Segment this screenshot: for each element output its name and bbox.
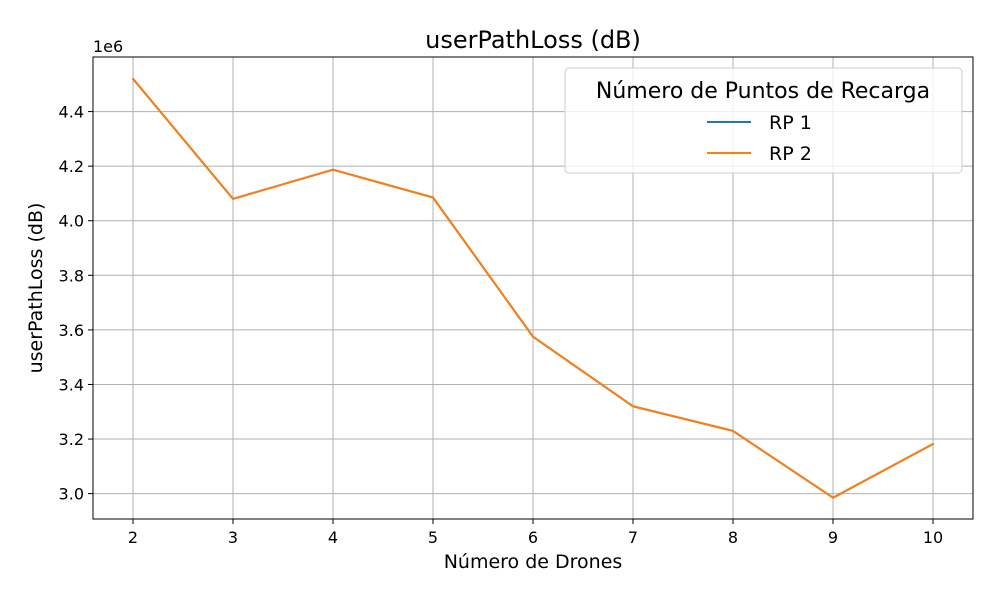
x-tick-label: 10 [923, 528, 943, 547]
x-tick-label: 9 [828, 528, 838, 547]
legend-label-1: RP 1 [769, 112, 812, 134]
y-axis: 3.0 3.2 3.4 3.6 3.8 4.0 4.2 4.4 [59, 103, 93, 504]
y-tick-label: 4.4 [59, 103, 84, 122]
x-tick-label: 8 [728, 528, 738, 547]
x-tick-label: 2 [128, 528, 138, 547]
y-axis-title: userPathLoss (dB) [25, 203, 47, 374]
x-tick-label: 5 [428, 528, 438, 547]
y-tick-label: 3.4 [59, 375, 84, 394]
legend-label-2: RP 2 [769, 143, 812, 165]
y-tick-label: 3.6 [59, 321, 84, 340]
y-tick-label: 4.2 [59, 157, 84, 176]
legend-box [564, 67, 963, 174]
y-tick-label: 3.8 [59, 266, 84, 285]
x-tick-label: 3 [228, 528, 238, 547]
y-tick-label: 3.2 [59, 430, 84, 449]
series-layer [132, 77, 934, 499]
x-tick-label: 6 [528, 528, 538, 547]
x-axis: 2 3 4 5 6 7 8 9 10 [128, 519, 943, 547]
chart-title: userPathLoss (dB) [425, 26, 641, 54]
y-offset-label: 1e6 [93, 37, 123, 56]
x-tick-label: 7 [628, 528, 638, 547]
legend: Número de Puntos de Recarga RP 1 RP 2 [564, 67, 963, 174]
y-tick-label: 3.0 [59, 485, 84, 504]
legend-title: Número de Puntos de Recarga [596, 79, 930, 104]
y-tick-label: 4.0 [59, 212, 84, 231]
x-tick-label: 4 [328, 528, 338, 547]
series-line-2 [132, 77, 934, 499]
legend-entries: RP 1 RP 2 [707, 112, 812, 165]
x-axis-title: Número de Drones [444, 551, 623, 573]
